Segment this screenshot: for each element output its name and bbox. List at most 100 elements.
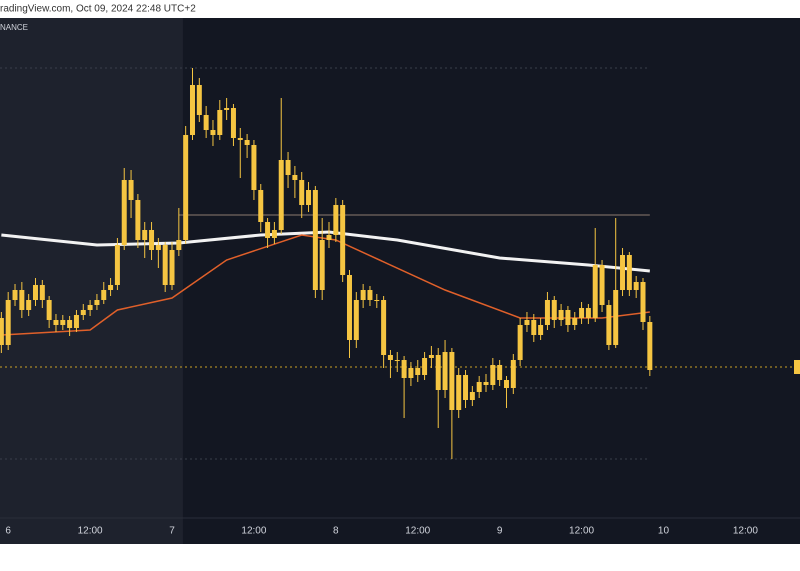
candle-body [142, 230, 148, 240]
candle-body [613, 290, 619, 345]
candle-body [292, 175, 298, 180]
candle-body [94, 300, 100, 305]
candle-body [592, 265, 598, 318]
candle-body [149, 230, 155, 250]
candle-body [497, 365, 503, 380]
candle-body [32, 285, 38, 300]
candle-body [162, 245, 168, 285]
candle-body [5, 300, 11, 345]
candle-body [340, 205, 346, 275]
candle-body [558, 310, 564, 320]
candle-body [551, 300, 557, 320]
candle-body [73, 315, 79, 328]
candle-body [224, 108, 230, 110]
candle-body [435, 355, 441, 390]
candle-body [476, 382, 482, 392]
price-label [794, 360, 800, 374]
candle-body [510, 360, 516, 388]
candle-body [258, 190, 264, 222]
candle-body [155, 245, 161, 250]
candle-body [401, 360, 407, 378]
candle-body [251, 145, 257, 190]
candle-body [80, 310, 86, 315]
candle-body [647, 322, 653, 370]
candle-body [346, 275, 352, 340]
candle-body [620, 255, 626, 290]
candle-body [0, 318, 4, 345]
candle-body [367, 290, 373, 300]
source-text: radingView.com, Oct 09, 2024 22:48 UTC+2 [0, 4, 196, 15]
candle-body [312, 190, 318, 290]
x-tick-label: 10 [658, 526, 670, 537]
candle-body [169, 250, 175, 285]
candle-body [599, 265, 605, 305]
candle-body [585, 308, 591, 318]
x-tick-label: 7 [169, 526, 175, 537]
session-highlight [0, 18, 183, 544]
candle-body [531, 320, 537, 335]
header-bar [0, 0, 800, 18]
candle-body [114, 245, 120, 285]
candle-body [633, 282, 639, 290]
candle-body [26, 300, 32, 310]
candle-body [53, 320, 59, 325]
exchange-text: NANCE [0, 23, 28, 32]
candle-body [196, 85, 202, 115]
candle-body [176, 240, 182, 250]
candle-body [108, 285, 114, 290]
candle-body [333, 205, 339, 235]
candle-body [565, 310, 571, 325]
candle-body [483, 382, 489, 385]
candle-body [626, 255, 632, 290]
candle-body [278, 160, 284, 230]
candle-body [271, 230, 277, 238]
x-tick-label: 8 [333, 526, 339, 537]
candle-body [217, 110, 223, 135]
candle-body [374, 300, 380, 301]
candle-body [408, 368, 414, 378]
candles-layer [0, 68, 653, 459]
x-tick-label: 12:00 [78, 526, 103, 537]
levels-layer [0, 67, 800, 460]
candle-body [285, 160, 291, 175]
candle-body [360, 290, 366, 300]
candle-body [265, 222, 271, 238]
candle-body [490, 365, 496, 385]
candle-body [230, 108, 236, 138]
candle-body [606, 305, 612, 345]
x-tick-label: 12:00 [241, 526, 266, 537]
candle-body [87, 305, 93, 310]
candle-body [319, 240, 325, 290]
candle-body [517, 325, 523, 360]
candle-body [538, 325, 544, 335]
candle-body [183, 135, 189, 240]
candle-body [60, 320, 66, 325]
candle-body [244, 140, 250, 145]
candle-body [428, 355, 434, 358]
candle-body [189, 85, 195, 135]
candle-body [640, 282, 646, 322]
candle-body [299, 180, 305, 205]
candle-body [442, 352, 448, 390]
candle-body [210, 130, 216, 135]
candle-body [469, 392, 475, 400]
x-tick-label: 12:00 [405, 526, 430, 537]
candle-body [46, 300, 52, 320]
candle-body [128, 180, 134, 200]
candle-body [463, 375, 469, 400]
candle-body [381, 300, 387, 355]
candle-body [12, 290, 18, 300]
x-tick-label: 12:00 [733, 526, 758, 537]
candle-body [19, 290, 25, 310]
x-tick-label: 12:00 [569, 526, 594, 537]
candle-body [415, 368, 421, 375]
candle-body [456, 375, 462, 410]
candle-body [39, 285, 45, 300]
x-axis: 6 12:00 7 12:00 8 12:00 9 12:00 10 12:00 [5, 526, 758, 537]
candle-body [237, 138, 243, 140]
candle-body [572, 318, 578, 325]
candle-body [101, 290, 107, 300]
x-tick-label: 9 [497, 526, 503, 537]
